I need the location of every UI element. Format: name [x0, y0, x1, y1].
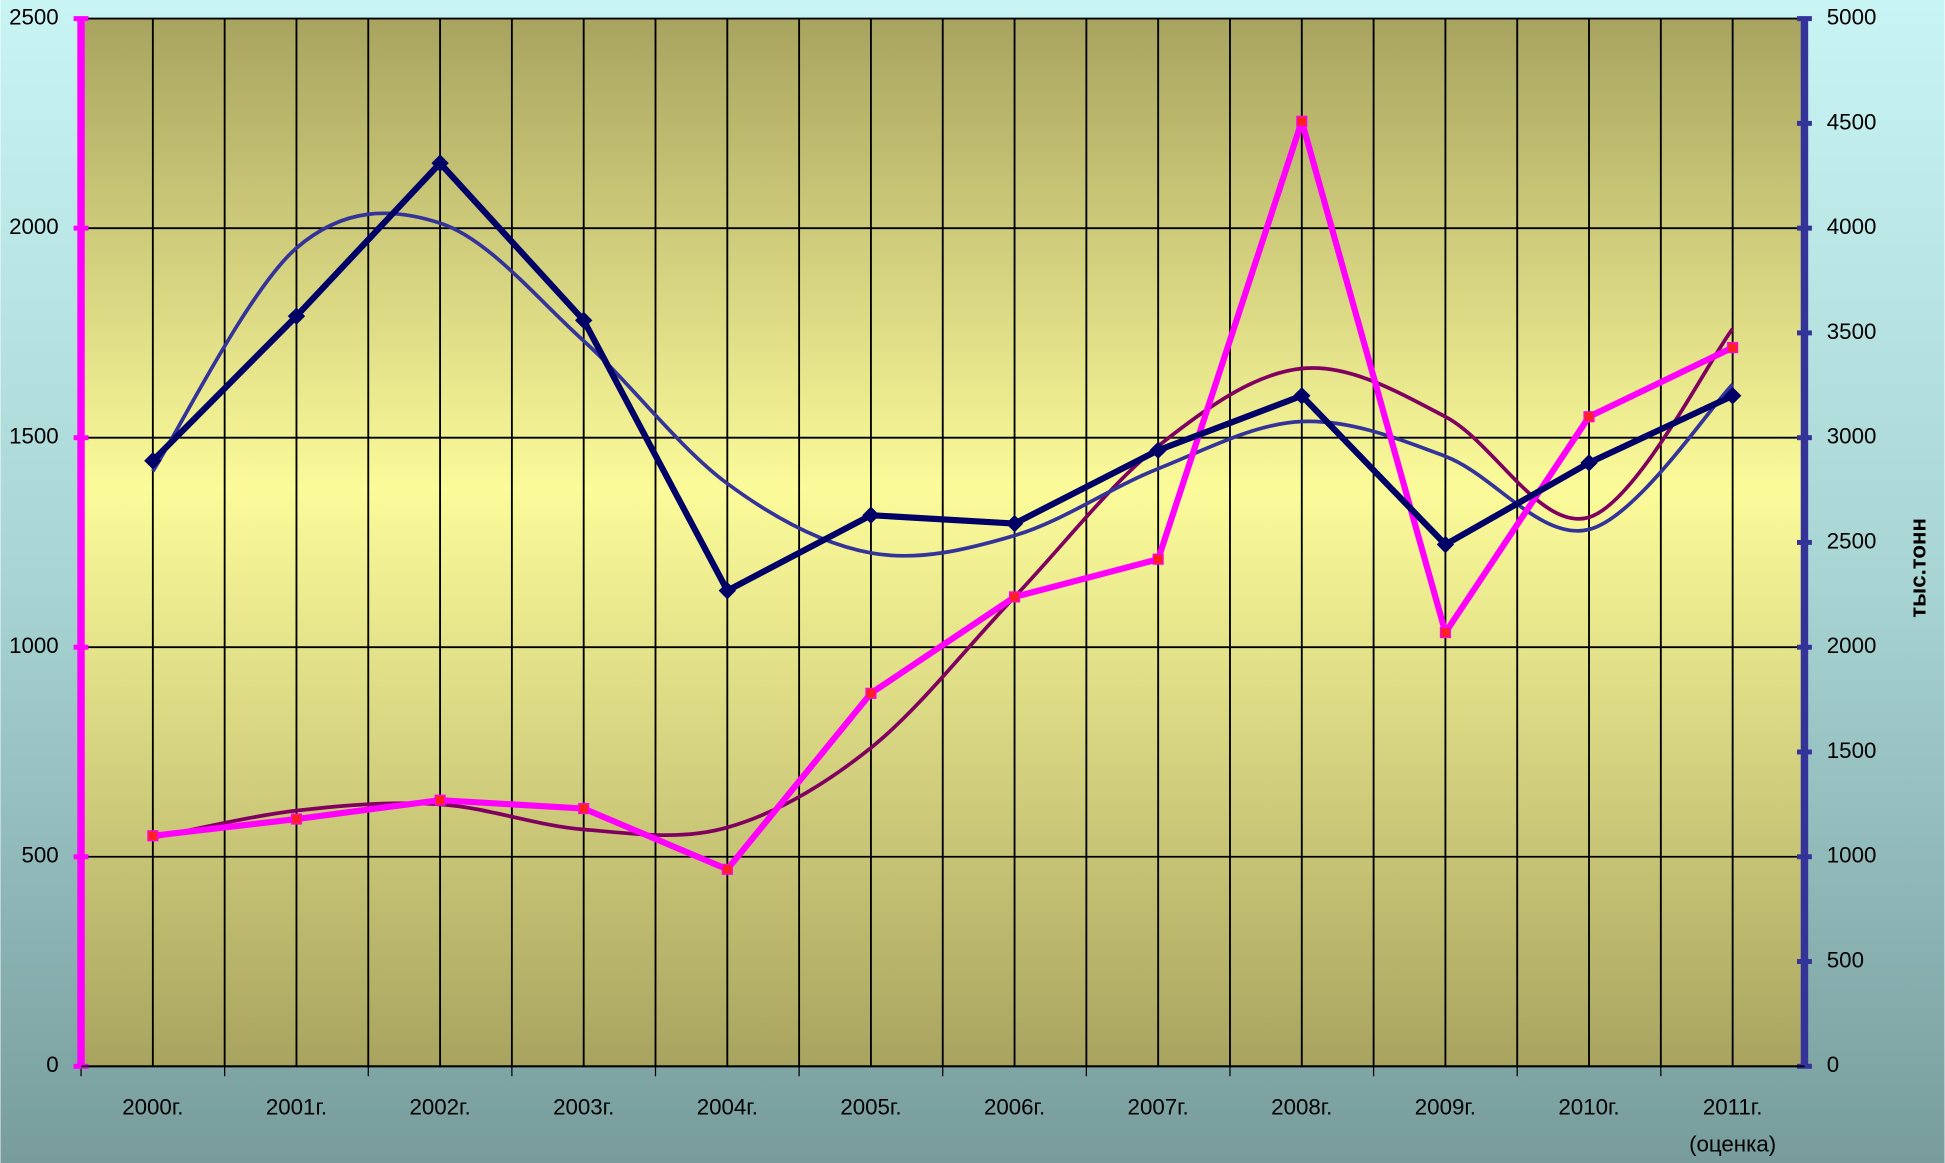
marker: [1580, 454, 1598, 472]
y2-tick-label: 3500: [1827, 319, 1877, 344]
series-line: [150, 160, 1734, 594]
x-tick-label: 2008г.: [1271, 1094, 1332, 1119]
y-tick-label: 1000: [9, 633, 59, 658]
marker: [721, 863, 733, 875]
y2-tick-label: 2000: [1827, 633, 1877, 658]
marker: [144, 452, 162, 470]
y2-tick-label: 0: [1827, 1052, 1839, 1077]
y2-tick-label: 500: [1827, 947, 1864, 972]
x-tick-label: 2009г.: [1415, 1094, 1476, 1119]
y-tick-label: 0: [46, 1052, 58, 1077]
x-tick-label: 2006г.: [984, 1094, 1045, 1119]
marker: [578, 802, 590, 815]
marker: [287, 307, 306, 325]
x-tick-label: 2000г.: [122, 1094, 183, 1119]
marker: [865, 687, 877, 699]
y2-tick-label: 4000: [1827, 214, 1877, 239]
y2-tick-label: 3000: [1827, 424, 1877, 449]
y-tick-label: 2500: [9, 4, 59, 29]
y-tick-label: 1500: [9, 424, 59, 449]
y-tick-label: 2000: [9, 214, 59, 239]
x-tick-label: 2010г.: [1558, 1094, 1619, 1119]
marker: [147, 830, 159, 842]
marker: [1436, 535, 1455, 554]
x-tick-label: 2001г.: [266, 1094, 327, 1119]
y2-tick-label: 4500: [1827, 109, 1877, 134]
y-tick-label: 500: [22, 843, 59, 868]
series-line: [152, 118, 1734, 873]
marker: [434, 794, 446, 806]
marker: [862, 506, 880, 524]
marker: [1008, 591, 1021, 603]
y2-tick-label: 2500: [1827, 528, 1877, 553]
marker: [1296, 115, 1308, 127]
y2-axis-label: тыс.тонн: [1906, 518, 1931, 618]
marker: [1727, 341, 1739, 354]
x-tick-label: 2005г.: [840, 1094, 901, 1119]
x-tick-label: 2004г.: [697, 1094, 758, 1119]
marker: [1149, 441, 1167, 459]
y2-tick-label: 5000: [1827, 4, 1877, 29]
x-category-note: (оценка): [1689, 1132, 1776, 1157]
x-tick-label: 2002г.: [409, 1094, 470, 1119]
x-tick-label: 2007г.: [1128, 1094, 1189, 1119]
marker: [1583, 411, 1595, 423]
x-tick-label: 2003г.: [553, 1094, 614, 1119]
y2-tick-label: 1000: [1827, 843, 1877, 868]
trend-line: [151, 211, 1734, 558]
marker: [1152, 553, 1164, 565]
y2-tick-label: 1500: [1827, 738, 1877, 763]
x-tick-label: 2011г.: [1703, 1094, 1763, 1119]
marker: [1439, 626, 1451, 639]
marker: [290, 813, 303, 825]
